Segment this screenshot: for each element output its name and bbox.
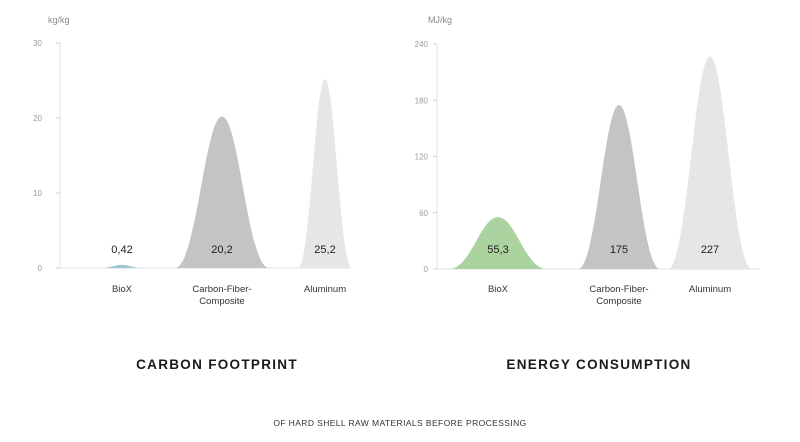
y-tick-label: 10 [33, 189, 42, 198]
y-tick-label: 0 [424, 265, 429, 274]
y-tick-label: 180 [415, 96, 429, 105]
y-axis-unit-label: kg/kg [48, 15, 70, 25]
category-label: Composite [199, 296, 244, 307]
data-label: 227 [701, 244, 719, 256]
value-peak [578, 104, 660, 269]
chart-title: CARBON FOOTPRINT [136, 357, 298, 372]
y-tick-label: 0 [38, 264, 43, 273]
carbon-footprint-chart: 0 10 20 30 kg/kg 0,42 BioX 20,2 Carbon-Fiber-Com… [33, 15, 352, 372]
value-peak [668, 56, 752, 269]
y-tick-label: 60 [419, 209, 428, 218]
data-label: 20,2 [211, 244, 232, 256]
value-peak [175, 116, 269, 268]
y-tick-label: 30 [33, 39, 42, 48]
y-tick-label: 20 [33, 114, 42, 123]
value-peak [298, 79, 352, 268]
category-label: Aluminum [689, 284, 731, 295]
data-label: 175 [610, 244, 628, 256]
y-tick-label: 120 [415, 153, 429, 162]
data-label: 55,3 [487, 244, 508, 256]
category-label: Carbon-Fiber- [192, 284, 251, 295]
y-axis-unit-label: MJ/kg [428, 15, 452, 25]
value-peak [449, 217, 547, 269]
chart-caption: OF HARD SHELL RAW MATERIALS BEFORE PROCE… [273, 418, 526, 428]
value-peak [102, 264, 142, 268]
category-label: BioX [112, 284, 133, 295]
chart-title: ENERGY CONSUMPTION [506, 357, 691, 372]
energy-consumption-chart: 0 60 120 180 240 MJ/kg 55,3 BioX 175 Carbon-Fiber… [415, 15, 760, 372]
data-label: 0,42 [111, 244, 132, 256]
category-label: Composite [596, 296, 641, 307]
category-label: Aluminum [304, 284, 346, 295]
category-label: Carbon-Fiber- [589, 284, 648, 295]
category-label: BioX [488, 284, 509, 295]
y-tick-label: 240 [415, 40, 429, 49]
data-label: 25,2 [314, 244, 335, 256]
